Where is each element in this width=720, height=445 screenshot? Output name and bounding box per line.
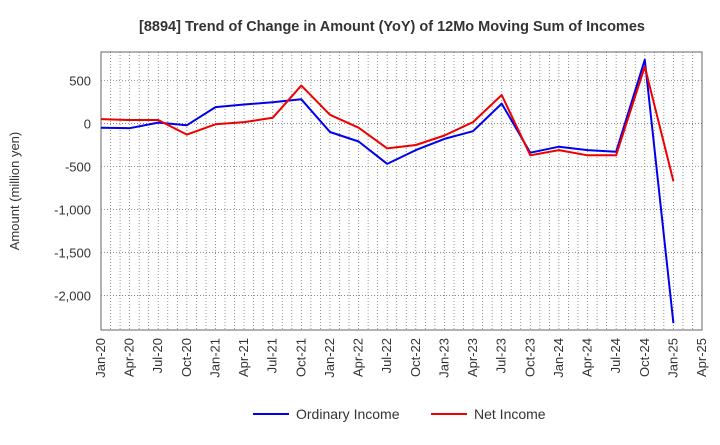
x-tick-label: Jan-23 (436, 338, 451, 378)
y-tick-label: 0 (84, 116, 91, 131)
x-tick-label: Jul-23 (494, 338, 509, 373)
plot-border (100, 51, 703, 331)
plot-area: 500 0 -500 -1,000 -1,500 -2,000 Jan-20 Apr-20 Ju… (54, 51, 709, 378)
x-tick-label: Apr-24 (580, 338, 595, 377)
y-tick-label: -1,000 (54, 203, 91, 218)
x-tick-label: Jan-25 (665, 338, 680, 378)
x-tick-label: Apr-21 (236, 338, 251, 377)
x-tick-label: Apr-22 (351, 338, 366, 377)
x-tick-label: Jul-21 (265, 338, 280, 373)
y-tick-label: -1,500 (54, 246, 91, 261)
x-tick-label: Jan-20 (93, 338, 108, 378)
chart-title: [8894] Trend of Change in Amount (YoY) o… (139, 19, 645, 35)
x-tick-label: Oct-20 (179, 338, 194, 377)
legend-label: Ordinary Income (296, 406, 400, 422)
y-tick-label: 500 (69, 73, 91, 88)
x-tick-label: Jul-20 (150, 338, 165, 373)
plot-background (101, 52, 702, 330)
x-tick-label: Jul-24 (608, 338, 623, 373)
x-tick-label: Oct-21 (293, 338, 308, 377)
legend-label: Net Income (474, 406, 546, 422)
y-tick-label: -500 (65, 159, 91, 174)
x-tick-label: Jul-22 (379, 338, 394, 373)
x-tick-label: Oct-24 (637, 338, 652, 377)
y-tick-label: -2,000 (54, 289, 91, 304)
x-tick-label: Apr-23 (465, 338, 480, 377)
x-tick-label: Jan-21 (207, 338, 222, 378)
x-tick-label: Oct-22 (408, 338, 423, 377)
legend: Ordinary Income Net Income (253, 406, 546, 422)
series-line-net-income (100, 65, 675, 182)
x-tick-label: Oct-23 (522, 338, 537, 377)
x-tick-label: Apr-25 (694, 338, 709, 377)
y-axis-label: Amount (million yen) (7, 132, 22, 251)
series-line-ordinary-income (100, 58, 675, 324)
x-tick-label: Jan-22 (322, 338, 337, 378)
x-tick-label: Jan-24 (551, 338, 566, 378)
x-tick-label: Apr-20 (122, 338, 137, 377)
